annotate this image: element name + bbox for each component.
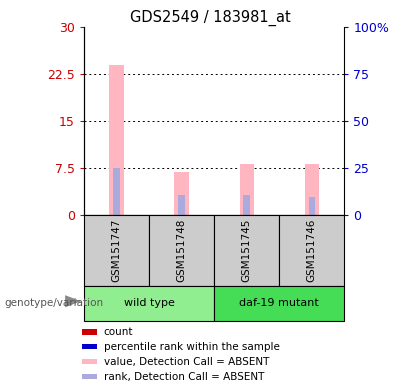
Text: daf-19 mutant: daf-19 mutant: [239, 298, 319, 308]
Bar: [304, 164, 319, 215]
Bar: [82, 374, 97, 379]
Bar: [214, 286, 344, 321]
Bar: [84, 215, 149, 286]
Text: GDS2549 / 183981_at: GDS2549 / 183981_at: [130, 10, 290, 26]
Bar: [113, 168, 120, 215]
Bar: [149, 215, 214, 286]
Text: genotype/variation: genotype/variation: [4, 298, 103, 308]
Bar: [82, 344, 97, 349]
Bar: [109, 65, 124, 215]
Bar: [84, 286, 214, 321]
Text: GSM151745: GSM151745: [242, 219, 252, 282]
Text: GSM151747: GSM151747: [112, 219, 121, 282]
Bar: [82, 359, 97, 364]
Text: percentile rank within the sample: percentile rank within the sample: [104, 342, 280, 352]
Bar: [239, 164, 254, 215]
Polygon shape: [65, 295, 81, 307]
Text: GSM151746: GSM151746: [307, 219, 317, 282]
Bar: [279, 215, 344, 286]
Text: count: count: [104, 327, 133, 337]
Text: wild type: wild type: [123, 298, 175, 308]
Text: value, Detection Call = ABSENT: value, Detection Call = ABSENT: [104, 357, 269, 367]
Bar: [82, 329, 97, 334]
Bar: [178, 195, 185, 215]
Bar: [244, 195, 250, 215]
Text: rank, Detection Call = ABSENT: rank, Detection Call = ABSENT: [104, 372, 264, 382]
Bar: [214, 215, 279, 286]
Bar: [174, 172, 189, 215]
Text: GSM151748: GSM151748: [177, 219, 186, 282]
Bar: [309, 197, 315, 215]
